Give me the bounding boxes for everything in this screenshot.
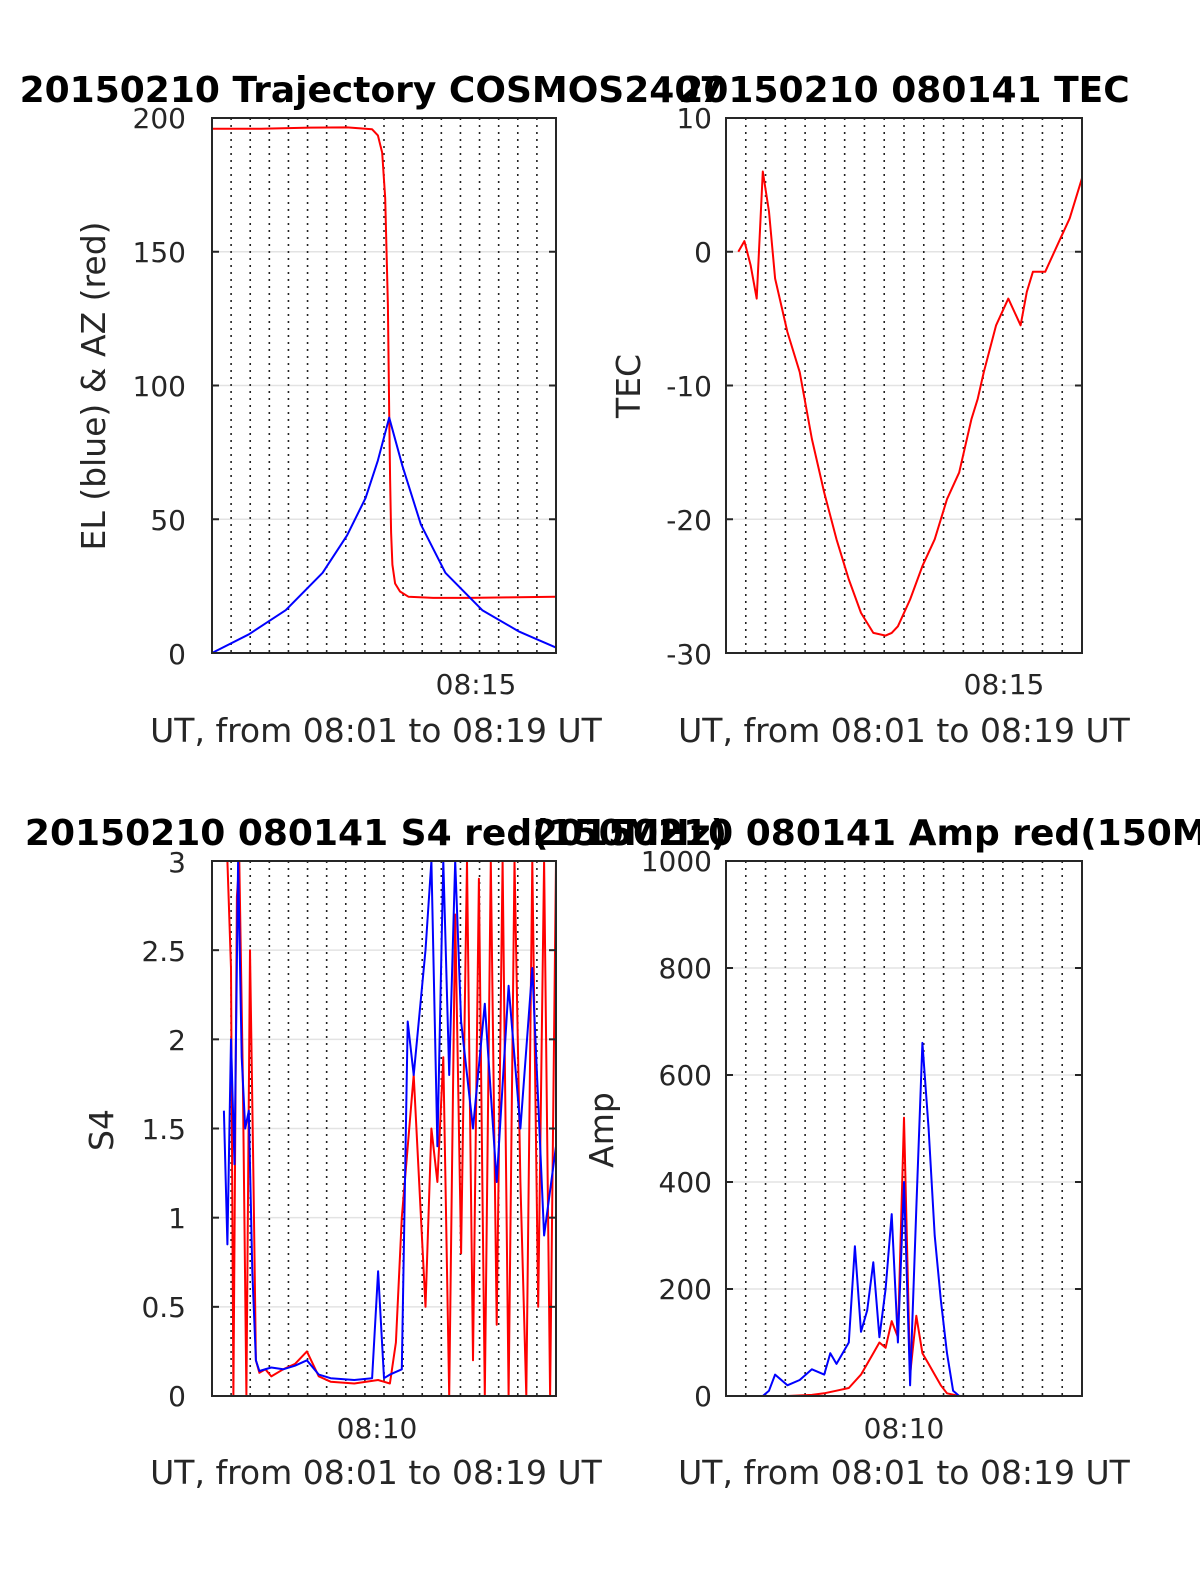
s4-y-tick-label: 2.5 (141, 935, 186, 968)
trajectory-y-tick-label: 100 (133, 370, 186, 403)
tec-y-tick-label: 0 (694, 236, 712, 269)
s4-y-tick-label: 2 (168, 1024, 186, 1057)
tec-y-tick-label: -10 (666, 370, 712, 403)
trajectory-title: 20150210 Trajectory COSMOS2407 (20, 70, 725, 111)
trajectory-x-tick-label: 08:15 (436, 668, 517, 701)
trajectory-x-axis-label: UT, from 08:01 to 08:19 UT (150, 711, 603, 750)
amp-x-tick-label: 08:10 (864, 1412, 945, 1445)
tec-series-line-red (737, 170, 1083, 637)
amp-title: 20150210 080141 Amp red(150MHz) (533, 813, 1200, 854)
traj-series-line-red (212, 126, 557, 599)
trajectory-y-axis-label: EL (blue) & AZ (red) (74, 221, 113, 550)
s4-y-tick-label: 1.5 (141, 1113, 186, 1146)
trajectory-y-tick-label: 150 (133, 236, 186, 269)
amp-panel: 20150210 080141 Amp red(150MHz) Amp UT, … (533, 813, 1200, 1492)
tec-y-axis-label: TEC (609, 354, 648, 419)
amp-y-axis-label: Amp (582, 1092, 621, 1168)
s4-x-tick-label: 08:10 (337, 1412, 418, 1445)
amp-axes-box (725, 860, 1083, 1397)
s4-x-axis-label: UT, from 08:01 to 08:19 UT (150, 1453, 603, 1492)
tec-x-axis-label: UT, from 08:01 to 08:19 UT (678, 711, 1131, 750)
tec-y-tick-label: -30 (666, 638, 712, 671)
trajectory-y-tick-label: 0 (168, 638, 186, 671)
s4-y-tick-label: 0.5 (141, 1291, 186, 1324)
tec-y-tick-label: 10 (676, 102, 712, 135)
tec-x-tick-label: 08:15 (964, 668, 1045, 701)
s4-title: 20150210 080141 S4 red(150MHz) (25, 813, 727, 854)
tec-panel: 20150210 080141 TEC TEC UT, from 08:01 t… (609, 70, 1131, 750)
amp-y-tick-label: 200 (659, 1273, 712, 1306)
amp-y-tick-label: 800 (659, 952, 712, 985)
trajectory-y-tick-label: 200 (133, 102, 186, 135)
amp-y-tick-label: 0 (694, 1380, 712, 1413)
s4-y-tick-label: 3 (168, 846, 186, 879)
s4-y-tick-label: 1 (168, 1202, 186, 1235)
amp-y-tick-label: 400 (659, 1166, 712, 1199)
s4-panel: 20150210 080141 S4 red(150MHz) S4 UT, fr… (25, 813, 727, 1492)
amp-x-axis-label: UT, from 08:01 to 08:19 UT (678, 1453, 1131, 1492)
trajectory-y-tick-label: 50 (150, 504, 186, 537)
amp-y-tick-label: 1000 (641, 845, 712, 878)
s4-series-line-blue (222, 860, 557, 1381)
tec-y-tick-label: -20 (666, 504, 712, 537)
trajectory-panel: 20150210 Trajectory COSMOS2407 EL (blue)… (20, 70, 725, 750)
tec-title: 20150210 080141 TEC (678, 70, 1129, 111)
amp-series-line-blue (738, 1041, 1082, 1397)
traj-series-line-blue (211, 416, 557, 654)
s4-y-tick-label: 0 (168, 1380, 186, 1413)
s4-y-axis-label: S4 (82, 1109, 121, 1151)
amp-y-tick-label: 600 (659, 1059, 712, 1092)
